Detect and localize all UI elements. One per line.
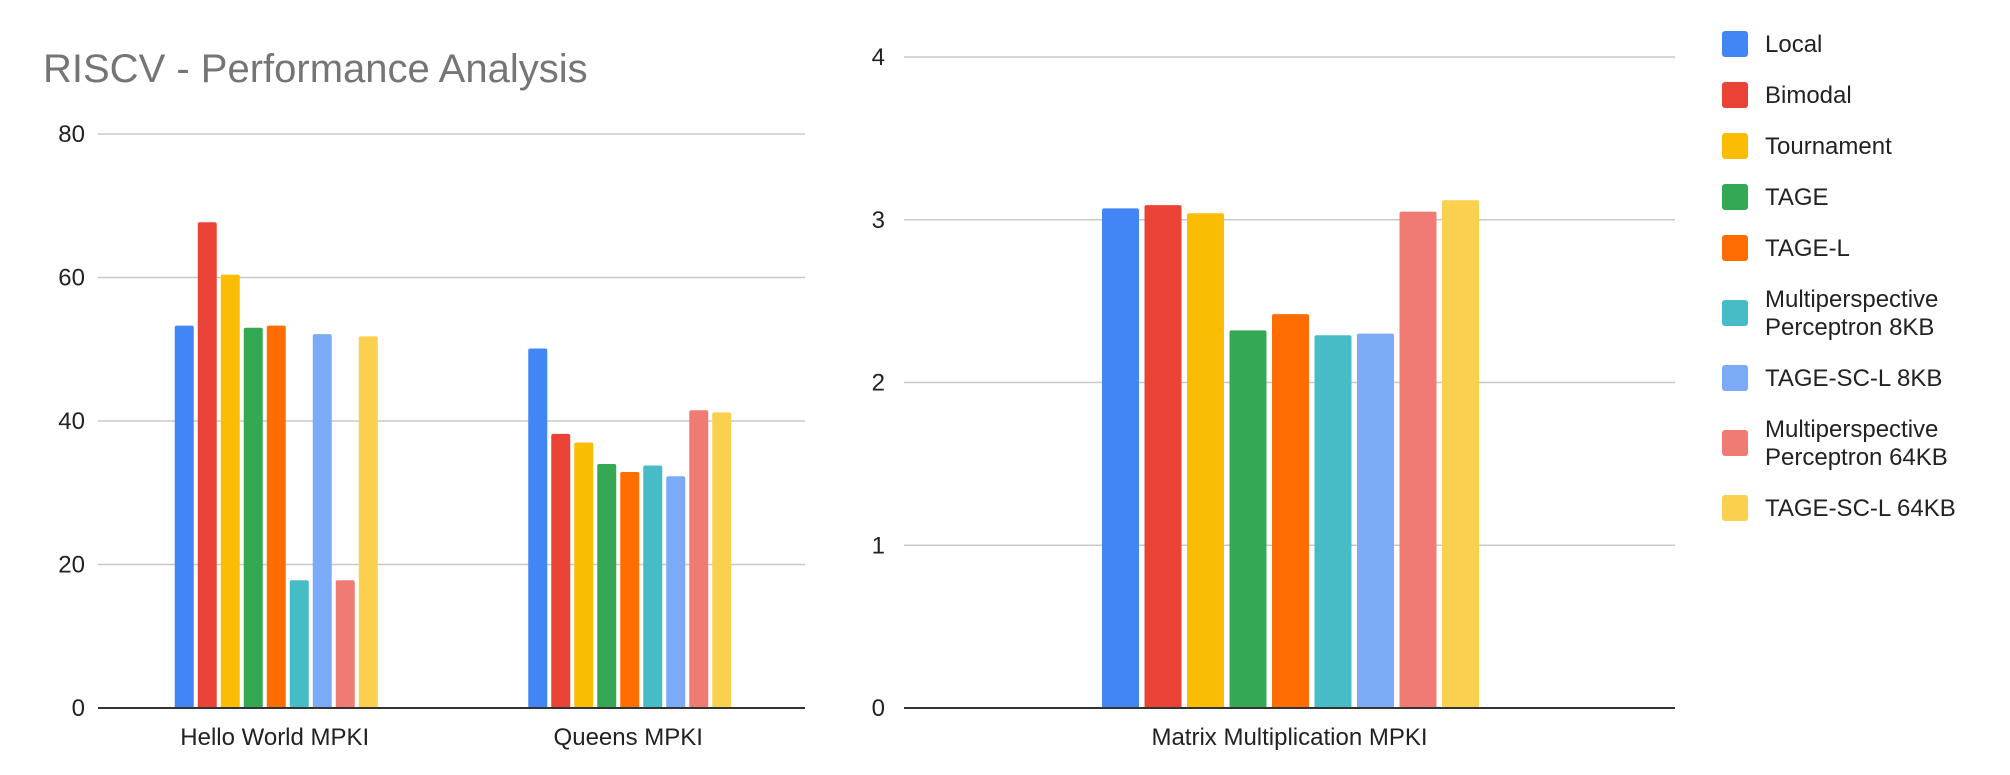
y-tick-label: 0 <box>872 695 885 722</box>
legend-label-line: Local <box>1765 31 1822 58</box>
bar-bimodal-hello-world-mpki <box>197 222 217 708</box>
y-tick-label: 1 <box>872 532 885 559</box>
y-tick-label: 3 <box>872 207 885 234</box>
bar-multiperspective-perceptron-8kb-queens-mpki <box>643 465 663 708</box>
x-category-label: Matrix Multiplication MPKI <box>1151 724 1427 751</box>
bar-tage-sc-l-8kb-hello-world-mpki <box>312 334 332 708</box>
legend-label-line: TAGE-SC-L 64KB <box>1765 495 1956 522</box>
bar-tage-hello-world-mpki <box>243 327 263 708</box>
bar-multiperspective-perceptron-8kb-matrix-multiplication-mpki <box>1314 335 1352 708</box>
legend-label-line: Perceptron 8KB <box>1765 314 1934 341</box>
y-tick-label: 80 <box>58 121 85 148</box>
chart-left: 0 20 40 60 80 Hello World MPKI Queens MPKI <box>58 121 805 751</box>
bar-tage-l-matrix-multiplication-mpki <box>1272 314 1309 708</box>
bar-tournament-hello-world-mpki <box>220 274 240 708</box>
bar-tage-sc-l-8kb-queens-mpki <box>666 476 686 708</box>
bar-local-matrix-multiplication-mpki <box>1102 208 1139 709</box>
y-tick-label: 0 <box>72 695 85 722</box>
legend-swatch-multiperspective-perceptron-64kb <box>1722 430 1748 456</box>
y-tick-label: 20 <box>58 552 85 579</box>
legend-label-multiperspective-perceptron-64kb: Multiperspective Perceptron 64KB <box>1765 416 1948 471</box>
legend-label-line: Perceptron 64KB <box>1765 444 1948 471</box>
legend-label-line: Multiperspective <box>1765 416 1938 443</box>
bar-local-queens-mpki <box>528 348 548 708</box>
y-tick-label: 60 <box>58 265 85 292</box>
legend-swatch-local <box>1722 31 1748 57</box>
y-tick-label: 40 <box>58 408 85 435</box>
legend-label-bimodal: Bimodal <box>1765 82 1852 109</box>
chart-right: 0 1 2 3 4 Matrix Multiplication MPKI <box>872 44 1675 751</box>
bar-multiperspective-perceptron-64kb-matrix-multiplication-mpki <box>1399 211 1437 709</box>
y-tick-label: 4 <box>872 44 885 71</box>
bar-tage-queens-mpki <box>597 464 617 708</box>
bar-tournament-matrix-multiplication-mpki <box>1187 213 1224 709</box>
y-tick-label: 2 <box>872 370 885 397</box>
bar-tage-l-queens-mpki <box>620 471 640 708</box>
legend-label-tage-sc-l-8kb: TAGE-SC-L 8KB <box>1765 365 1942 392</box>
legend-swatch-tournament <box>1722 133 1748 159</box>
bar-tage-matrix-multiplication-mpki <box>1229 330 1267 708</box>
x-category-label: Queens MPKI <box>554 724 703 751</box>
x-category-label: Hello World MPKI <box>180 724 369 751</box>
bar-local-hello-world-mpki <box>174 325 194 708</box>
bar-tage-sc-l-8kb-matrix-multiplication-mpki <box>1357 333 1394 708</box>
legend-label-line: Multiperspective <box>1765 286 1938 313</box>
bar-bimodal-queens-mpki <box>551 433 571 708</box>
legend-label-line: Bimodal <box>1765 82 1852 109</box>
legend-swatch-tage <box>1722 184 1748 210</box>
legend-label-tage: TAGE <box>1765 184 1829 211</box>
legend-label-line: Tournament <box>1765 133 1892 160</box>
legend-swatch-tage-l <box>1722 235 1748 261</box>
bar-tage-sc-l-64kb-queens-mpki <box>712 412 732 708</box>
legend-label-tournament: Tournament <box>1765 133 1892 160</box>
legend: Local Bimodal Tournament TAGE TAGE-L Multiper… <box>1722 31 1956 522</box>
legend-label-line: TAGE-SC-L 8KB <box>1765 365 1942 392</box>
legend-label-tage-sc-l-64kb: TAGE-SC-L 64KB <box>1765 495 1956 522</box>
legend-swatch-multiperspective-perceptron-8kb <box>1722 300 1748 326</box>
legend-swatch-tage-sc-l-64kb <box>1722 495 1748 521</box>
bar-tage-l-hello-world-mpki <box>266 325 286 708</box>
bar-tage-sc-l-64kb-matrix-multiplication-mpki <box>1442 200 1479 708</box>
bar-bimodal-matrix-multiplication-mpki <box>1144 205 1182 709</box>
bar-multiperspective-perceptron-64kb-hello-world-mpki <box>335 580 355 708</box>
legend-label-line: TAGE <box>1765 184 1829 211</box>
bar-multiperspective-perceptron-8kb-hello-world-mpki <box>289 580 309 708</box>
bar-multiperspective-perceptron-64kb-queens-mpki <box>689 410 709 708</box>
legend-label-local: Local <box>1765 31 1822 58</box>
legend-swatch-bimodal <box>1722 82 1748 108</box>
legend-swatch-tage-sc-l-8kb <box>1722 365 1748 391</box>
chart-title: RISCV - Performance Analysis <box>43 47 588 91</box>
legend-label-multiperspective-perceptron-8kb: Multiperspective Perceptron 8KB <box>1765 286 1938 341</box>
bar-tage-sc-l-64kb-hello-world-mpki <box>358 336 378 708</box>
legend-label-tage-l: TAGE-L <box>1765 235 1850 262</box>
legend-label-line: TAGE-L <box>1765 235 1850 262</box>
bar-tournament-queens-mpki <box>574 442 594 708</box>
